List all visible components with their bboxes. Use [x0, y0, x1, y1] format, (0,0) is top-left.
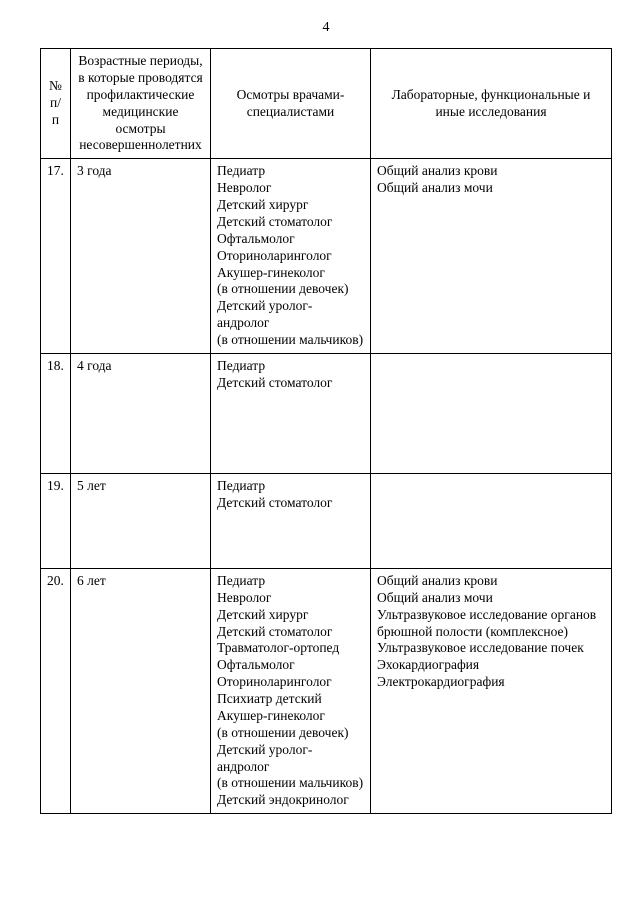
cell-tests: Общий анализ кровиОбщий анализ мочиУльтр…	[371, 568, 612, 813]
cell-specialists: ПедиатрДетский стоматолог	[211, 353, 371, 473]
cell-age: 5 лет	[71, 473, 211, 568]
cell-num: 17.	[41, 159, 71, 354]
cell-num: 19.	[41, 473, 71, 568]
cell-tests	[371, 353, 612, 473]
cell-age: 4 года	[71, 353, 211, 473]
cell-specialists: ПедиатрНеврологДетский хирургДетский сто…	[211, 159, 371, 354]
col-header-specialists: Осмотры врачами-специалистами	[211, 49, 371, 159]
col-header-age: Возрастные периоды, в которые проводятся…	[71, 49, 211, 159]
table-row: 20. 6 лет ПедиатрНеврологДетский хирургД…	[41, 568, 612, 813]
cell-age: 6 лет	[71, 568, 211, 813]
col-header-tests: Лабораторные, функциональные и иные иссл…	[371, 49, 612, 159]
cell-num: 20.	[41, 568, 71, 813]
table-row: 18. 4 года ПедиатрДетский стоматолог	[41, 353, 612, 473]
cell-specialists: ПедиатрНеврологДетский хирургДетский сто…	[211, 568, 371, 813]
table-header-row: № п/п Возрастные периоды, в которые пров…	[41, 49, 612, 159]
page-number: 4	[40, 20, 612, 36]
page: 4 № п/п Возрастные периоды, в которые пр…	[0, 0, 640, 834]
table-row: 19. 5 лет ПедиатрДетский стоматолог	[41, 473, 612, 568]
cell-tests: Общий анализ кровиОбщий анализ мочи	[371, 159, 612, 354]
table-row: 17. 3 года ПедиатрНеврологДетский хирург…	[41, 159, 612, 354]
schedule-table: № п/п Возрастные периоды, в которые пров…	[40, 48, 612, 814]
cell-age: 3 года	[71, 159, 211, 354]
cell-num: 18.	[41, 353, 71, 473]
cell-tests	[371, 473, 612, 568]
cell-specialists: ПедиатрДетский стоматолог	[211, 473, 371, 568]
col-header-num: № п/п	[41, 49, 71, 159]
